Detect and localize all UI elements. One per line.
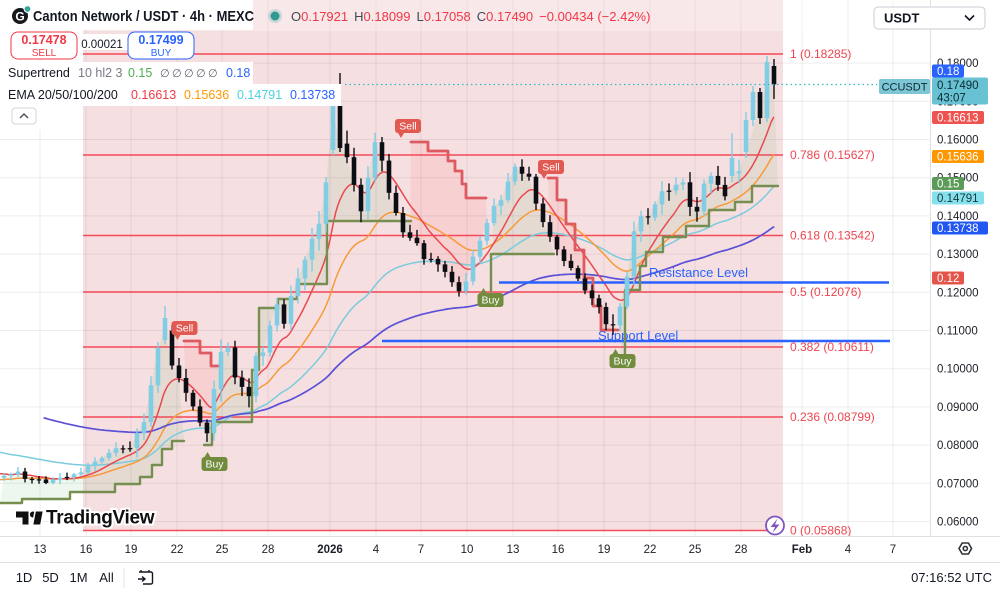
svg-text:0.17499: 0.17499	[138, 33, 183, 47]
svg-text:0.13000: 0.13000	[937, 249, 979, 261]
svg-text:25: 25	[216, 544, 229, 556]
svg-text:0.08000: 0.08000	[937, 440, 979, 452]
svg-text:0.15636: 0.15636	[937, 152, 979, 164]
svg-text:13: 13	[34, 544, 47, 556]
svg-text:7: 7	[418, 544, 424, 556]
svg-text:Buy: Buy	[205, 459, 224, 471]
svg-text:Sell: Sell	[542, 162, 560, 174]
svg-text:0.5 (0.12076): 0.5 (0.12076)	[790, 285, 861, 299]
svg-text:43:07: 43:07	[937, 93, 966, 105]
svg-text:Canton Network / USDT · 4h · M: Canton Network / USDT · 4h · MEXC	[33, 8, 254, 25]
svg-text:0 (0.05868): 0 (0.05868)	[790, 524, 851, 538]
svg-text:BUY: BUY	[151, 48, 172, 59]
svg-text:0.14000: 0.14000	[937, 211, 979, 223]
svg-text:4: 4	[845, 544, 852, 556]
svg-text:0.236 (0.08799): 0.236 (0.08799)	[790, 410, 875, 424]
svg-text:4: 4	[373, 544, 380, 556]
svg-text:0.12000: 0.12000	[937, 287, 979, 299]
svg-text:TradingView: TradingView	[46, 508, 155, 529]
svg-text:10: 10	[461, 544, 474, 556]
svg-text:07:16:52 UTC: 07:16:52 UTC	[911, 570, 992, 585]
svg-text:0.17478: 0.17478	[21, 33, 66, 47]
svg-text:1 (0.18285): 1 (0.18285)	[790, 47, 851, 61]
svg-text:Sell: Sell	[399, 121, 417, 133]
svg-text:0.06000: 0.06000	[937, 517, 979, 529]
svg-text:SELL: SELL	[32, 48, 57, 59]
svg-text:0.14791: 0.14791	[937, 193, 979, 205]
svg-text:19: 19	[598, 544, 611, 556]
svg-text:0.382 (0.10611): 0.382 (0.10611)	[790, 340, 874, 354]
svg-text:16: 16	[80, 544, 93, 556]
svg-text:16: 16	[552, 544, 565, 556]
svg-text:0.07000: 0.07000	[937, 478, 979, 490]
svg-text:0.18: 0.18	[937, 66, 959, 78]
svg-text:0.11000: 0.11000	[937, 326, 978, 338]
svg-text:0.16000: 0.16000	[937, 135, 979, 147]
svg-text:22: 22	[644, 544, 657, 556]
svg-text:All: All	[99, 570, 114, 585]
svg-text:Feb: Feb	[792, 544, 812, 556]
svg-text:CCUSDT: CCUSDT	[882, 82, 928, 94]
svg-text:28: 28	[262, 544, 275, 556]
svg-text:25: 25	[689, 544, 702, 556]
svg-text:G: G	[15, 10, 24, 24]
svg-text:7: 7	[890, 544, 896, 556]
svg-text:0.10000: 0.10000	[937, 364, 979, 376]
svg-text:0.17490: 0.17490	[937, 80, 979, 92]
svg-text:0.16613: 0.16613	[937, 113, 979, 125]
svg-text:13: 13	[507, 544, 520, 556]
svg-text:Sell: Sell	[176, 323, 194, 335]
svg-text:5D: 5D	[42, 570, 59, 585]
svg-text:28: 28	[735, 544, 748, 556]
svg-text:22: 22	[171, 544, 184, 556]
svg-text:Buy: Buy	[481, 295, 500, 307]
svg-text:1D: 1D	[16, 570, 33, 585]
svg-text:0.15: 0.15	[937, 179, 959, 191]
svg-text:Buy: Buy	[613, 356, 632, 368]
svg-text:0.12: 0.12	[937, 273, 959, 285]
svg-text:19: 19	[125, 544, 138, 556]
svg-text:0.786 (0.15627): 0.786 (0.15627)	[790, 148, 875, 162]
svg-text:0.00021: 0.00021	[81, 39, 123, 51]
svg-text:2026: 2026	[317, 544, 343, 556]
svg-text:USDT: USDT	[884, 11, 919, 26]
svg-text:Support Level: Support Level	[598, 328, 678, 343]
svg-text:Resistance Level: Resistance Level	[649, 265, 748, 280]
svg-text:0.13738: 0.13738	[937, 223, 979, 235]
svg-text:0.09000: 0.09000	[937, 402, 979, 414]
svg-text:0.618 (0.13542): 0.618 (0.13542)	[790, 229, 875, 243]
svg-text:1M: 1M	[69, 570, 87, 585]
